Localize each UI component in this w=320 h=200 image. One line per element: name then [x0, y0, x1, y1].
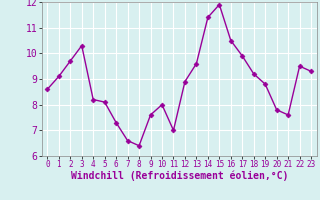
X-axis label: Windchill (Refroidissement éolien,°C): Windchill (Refroidissement éolien,°C): [70, 171, 288, 181]
